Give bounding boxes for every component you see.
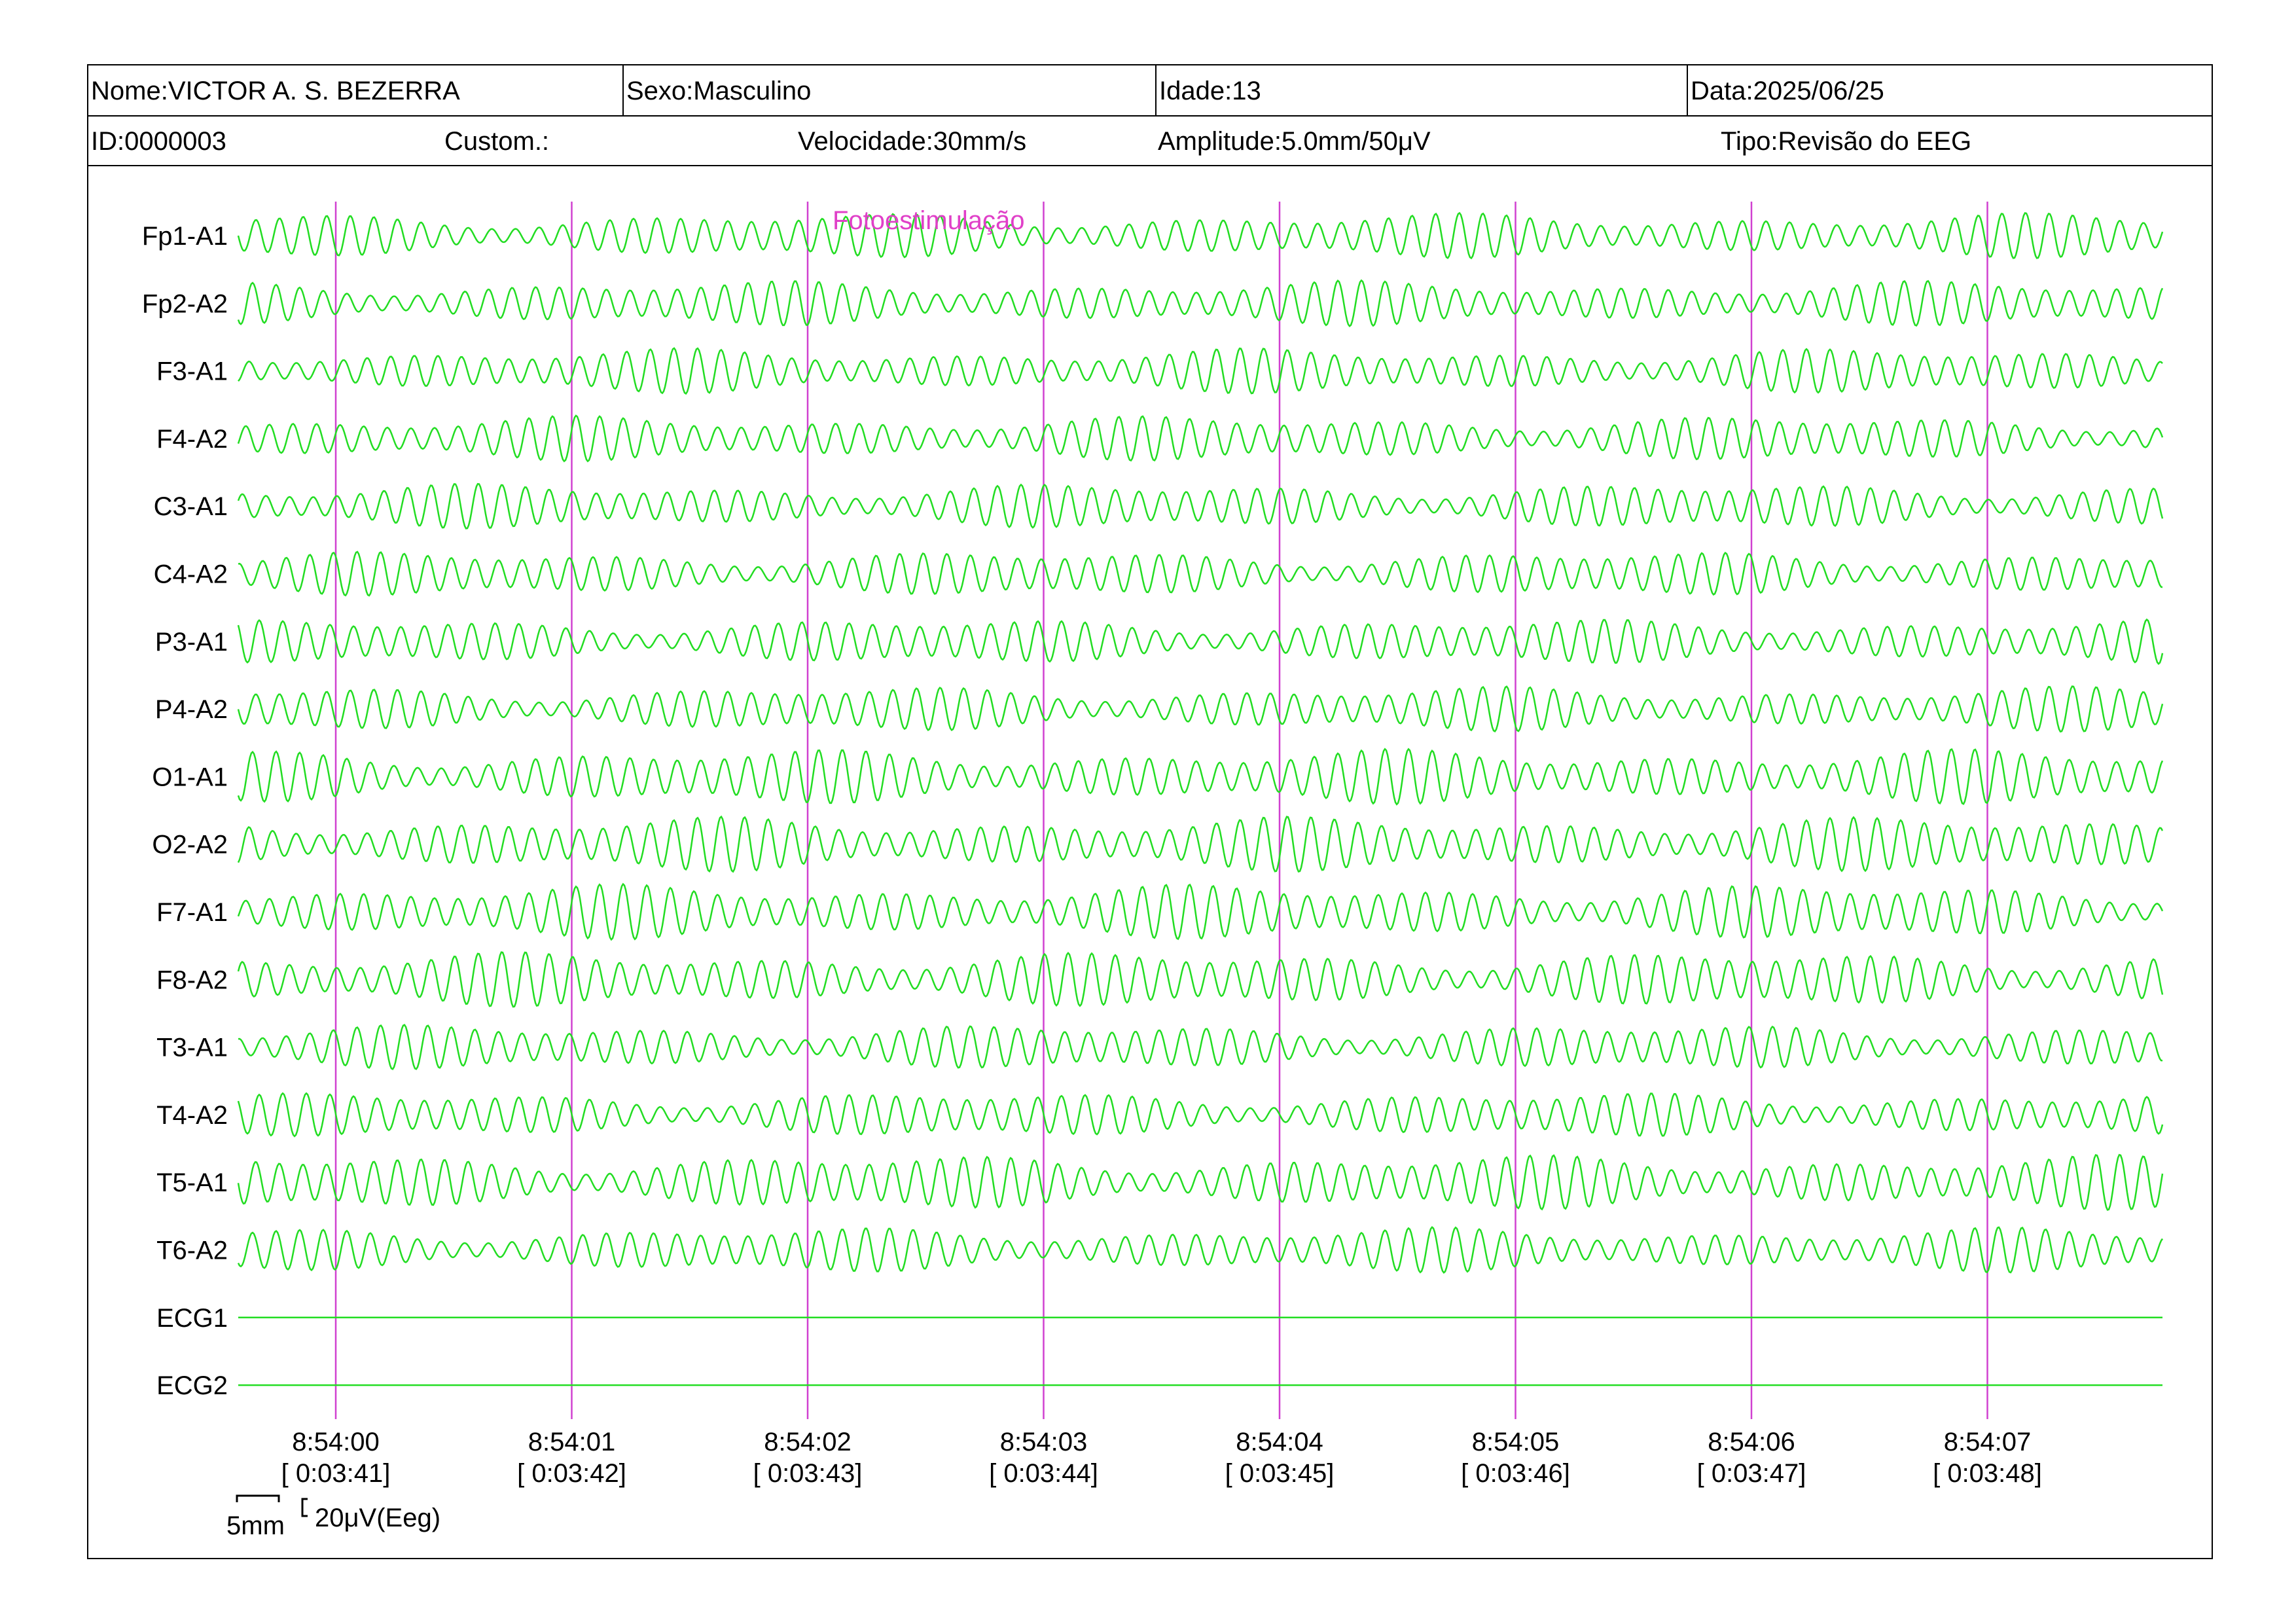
channel-trace	[237, 1153, 2164, 1211]
patient-name: Nome:VICTOR A. S. BEZERRA	[88, 65, 624, 115]
channel-trace	[238, 550, 2163, 597]
scale-bar-horizontal	[236, 1494, 280, 1502]
channel-trace	[237, 748, 2164, 806]
channel-label: T6-A2	[156, 1236, 228, 1265]
time-marker-clock: 8:54:04	[1236, 1428, 1323, 1456]
channel-label: T4-A2	[156, 1101, 228, 1130]
channel-trace	[237, 279, 2164, 327]
photostimulation-annotation: Fotoestimulação	[833, 206, 1024, 235]
channel-trace	[237, 211, 2164, 260]
time-marker-clock: 8:54:03	[1000, 1428, 1087, 1456]
channel-trace	[237, 882, 2164, 941]
channel-label: P3-A1	[155, 628, 228, 657]
channel-label: C3-A1	[154, 492, 228, 521]
time-marker-clock: 8:54:00	[292, 1428, 379, 1456]
channel-trace	[237, 1226, 2164, 1274]
time-marker-clock: 8:54:02	[764, 1428, 851, 1456]
header-row-patient: Nome:VICTOR A. S. BEZERRA Sexo:Masculino…	[88, 65, 2212, 117]
time-marker-elapsed: [ 0:03:47]	[1697, 1459, 1806, 1488]
time-marker-elapsed: [ 0:03:46]	[1461, 1459, 1570, 1488]
channel-label: F7-A1	[156, 898, 228, 927]
channel-label: F8-A2	[156, 965, 228, 994]
channel-label: T5-A1	[156, 1168, 228, 1197]
scale-bar-horizontal-label: 5mm	[226, 1511, 285, 1540]
eeg-report-frame: Nome:VICTOR A. S. BEZERRA Sexo:Masculino…	[87, 64, 2213, 1559]
channel-label: ECG1	[156, 1304, 228, 1333]
custom-field: Custom.:	[444, 127, 550, 156]
time-marker-elapsed: [ 0:03:43]	[753, 1459, 863, 1488]
channel-trace	[237, 685, 2164, 733]
channel-label: ECG2	[156, 1371, 228, 1400]
paper-speed: Velocidade:30mm/s	[798, 127, 1027, 156]
channel-trace	[237, 951, 2164, 1008]
channel-label: C4-A2	[154, 560, 228, 589]
channel-label: O2-A2	[152, 831, 228, 859]
patient-age: Idade:13	[1157, 65, 1688, 115]
time-marker-clock: 8:54:06	[1708, 1428, 1795, 1456]
channel-trace	[237, 414, 2164, 463]
channel-trace	[238, 1024, 2163, 1070]
exam-date: Data:2025/06/25	[1691, 77, 1884, 105]
scale-bar-vertical-label: 20μV(Eeg)	[315, 1504, 440, 1532]
exam-type: Tipo:Revisão do EEG	[1721, 127, 1972, 156]
channel-label: O1-A1	[152, 763, 228, 791]
header-row-settings: ID:0000003 Custom.: Velocidade:30mm/s Am…	[88, 117, 2212, 166]
channel-label: T3-A1	[156, 1034, 228, 1062]
time-marker-clock: 8:54:07	[1944, 1428, 2031, 1456]
channel-label: F3-A1	[156, 357, 228, 386]
patient-id: ID:0000003	[91, 127, 226, 156]
channel-trace	[237, 815, 2164, 873]
patient-sex: Sexo:Masculino	[624, 65, 1157, 115]
time-marker-clock: 8:54:05	[1472, 1428, 1559, 1456]
channel-trace	[238, 347, 2163, 395]
time-marker-clock: 8:54:01	[528, 1428, 615, 1456]
channel-label: Fp2-A2	[142, 289, 228, 318]
channel-trace	[237, 618, 2164, 665]
time-marker-elapsed: [ 0:03:45]	[1225, 1459, 1335, 1488]
time-marker-elapsed: [ 0:03:48]	[1933, 1459, 2042, 1488]
amplitude-setting: Amplitude:5.0mm/50μV	[1158, 127, 1431, 156]
channel-label: Fp1-A1	[142, 222, 228, 251]
channel-trace	[237, 1092, 2164, 1138]
channel-label: F4-A2	[156, 425, 228, 454]
time-marker-elapsed: [ 0:03:42]	[517, 1459, 626, 1488]
time-marker-elapsed: [ 0:03:41]	[281, 1459, 391, 1488]
time-marker-elapsed: [ 0:03:44]	[989, 1459, 1098, 1488]
channel-label: P4-A2	[155, 695, 228, 724]
channel-trace	[237, 482, 2164, 530]
scale-bar-vertical	[301, 1498, 308, 1517]
